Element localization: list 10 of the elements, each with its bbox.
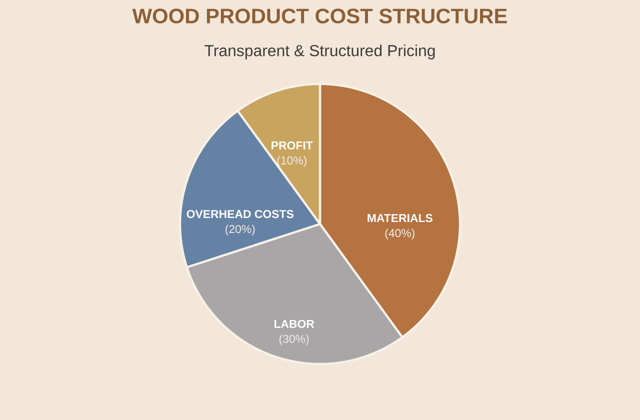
slice-label: OVERHEAD COSTS [186,210,294,218]
slice-label: PROFIT [272,141,313,150]
slice-label: LABOR [274,320,314,328]
data-label: (20%) [226,224,255,236]
slice-label: MATERIALS [368,214,432,222]
data-label: (10%) [277,156,306,167]
chart-title: WOOD PRODUCT COST STRUCTURE [132,8,507,24]
chart-subtitle: Transparent & Structured Pricing [204,44,435,60]
data-label: (30%) [279,334,309,346]
data-label: (40%) [385,228,414,240]
